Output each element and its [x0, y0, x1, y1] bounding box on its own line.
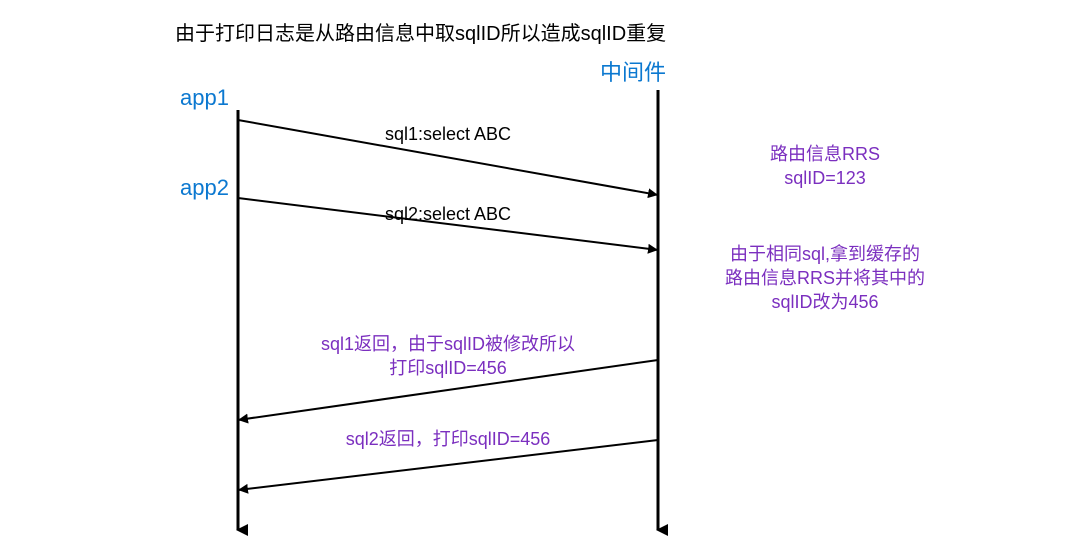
actor-app1-label: app1 [180, 85, 229, 110]
sequence-diagram: 由于打印日志是从路由信息中取sqlID所以造成sqlID重复 app1 app2… [0, 0, 1080, 551]
message-label-msg3-line1: 打印sqlID=456 [389, 358, 507, 378]
note-note1-line0: 路由信息RRS [770, 144, 880, 164]
message-label-msg1: sql1:select ABC [385, 124, 511, 144]
note-note2-line1: 路由信息RRS并将其中的 [725, 268, 925, 288]
actor-app2-label: app2 [180, 175, 229, 200]
actor-middleware-label: 中间件 [600, 60, 666, 85]
diagram-title: 由于打印日志是从路由信息中取sqlID所以造成sqlID重复 [175, 22, 666, 45]
message-label-msg2: sql2:select ABC [385, 204, 511, 224]
message-label-msg3-line0: sql1返回，由于sqlID被修改所以 [321, 334, 575, 354]
note-note2-line2: sqlID改为456 [771, 292, 878, 312]
note-note2-line0: 由于相同sql,拿到缓存的 [730, 243, 920, 264]
messages-group: sql1:select ABC sql2:select ABC sql1返回，由于s… [238, 120, 658, 490]
note-note1-line1: sqlID=123 [784, 168, 866, 188]
message-label-msg4: sql2返回，打印sqlID=456 [346, 429, 551, 449]
notes-group: 路由信息RRS sqlID=123 由于相同sql,拿到缓存的路由信息RRS并将其中… [725, 144, 925, 312]
